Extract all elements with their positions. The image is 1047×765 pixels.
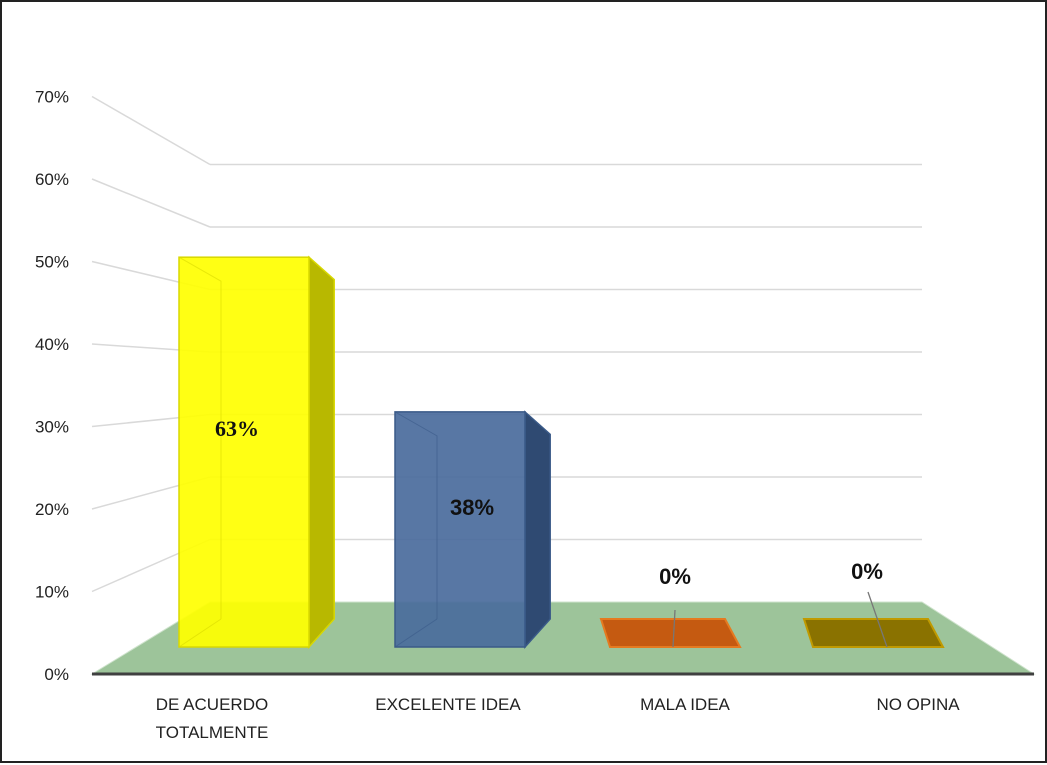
bar-edge bbox=[394, 411, 438, 619]
y-tick-label: 20% bbox=[35, 500, 69, 519]
y-tick-label: 30% bbox=[35, 418, 69, 437]
x-category-label: MALA IDEA bbox=[640, 695, 730, 714]
y-axis-ticks: 0% 10% 20% 30% 40% 50% 60% 70% bbox=[35, 88, 69, 685]
y-tick-label: 10% bbox=[35, 583, 69, 602]
bar bbox=[802, 618, 945, 648]
gridline-side bbox=[91, 95, 211, 166]
data-labels: 63% 38% 0% 0% bbox=[215, 416, 888, 648]
y-tick-label: 50% bbox=[35, 253, 69, 272]
bar bbox=[394, 410, 551, 649]
x-category-label: DE ACUERDO TOTALMENTE bbox=[156, 695, 269, 742]
bar-side bbox=[524, 410, 551, 649]
x-axis-categories: DE ACUERDO TOTALMENTE EXCELENTE IDEA MALA I… bbox=[156, 695, 961, 742]
bar bbox=[599, 618, 742, 648]
x-category-label: EXCELENTE IDEA bbox=[375, 695, 521, 714]
bar-front bbox=[394, 411, 526, 648]
bars bbox=[178, 255, 945, 649]
bar-edge bbox=[178, 618, 222, 648]
data-label: 0% bbox=[659, 564, 691, 589]
y-tick-label: 0% bbox=[44, 665, 69, 684]
y-tick-label: 70% bbox=[35, 88, 69, 107]
leader-line bbox=[672, 609, 676, 648]
gridline-side bbox=[91, 178, 211, 228]
bar-edge bbox=[394, 618, 438, 648]
y-tick-label: 60% bbox=[35, 170, 69, 189]
bar-edge bbox=[178, 256, 222, 619]
bar-flat bbox=[599, 618, 742, 648]
data-label: 63% bbox=[215, 416, 259, 441]
bar-side bbox=[308, 255, 335, 649]
bar-flat bbox=[802, 618, 945, 648]
bar bbox=[178, 255, 335, 649]
data-label: 38% bbox=[450, 495, 494, 520]
data-label: 0% bbox=[851, 559, 883, 584]
x-category-label: NO OPINA bbox=[876, 695, 960, 714]
leader-line bbox=[867, 591, 888, 648]
bar-front bbox=[178, 256, 310, 648]
y-tick-label: 40% bbox=[35, 335, 69, 354]
